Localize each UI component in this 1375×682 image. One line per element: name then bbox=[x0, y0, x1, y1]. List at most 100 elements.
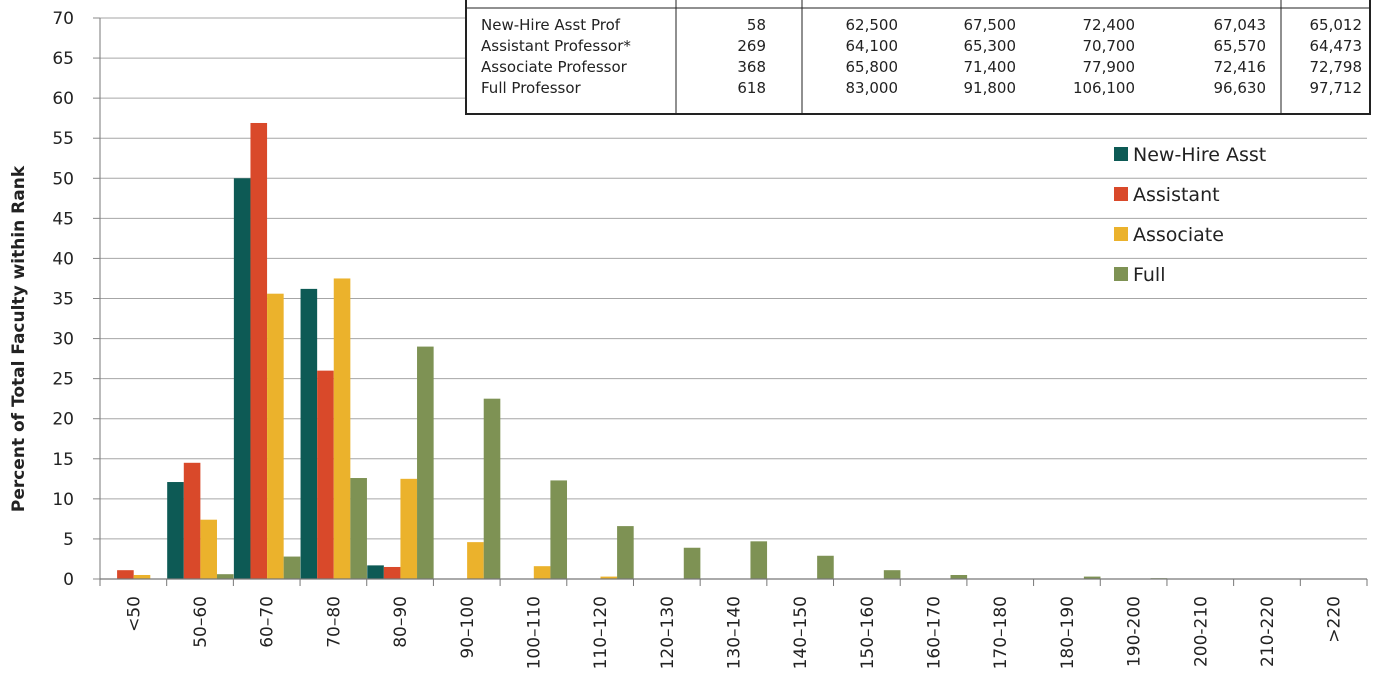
table-cell: 96,630 bbox=[1214, 79, 1267, 97]
bar-full-2 bbox=[283, 556, 301, 579]
x-tick-label: 200-210 bbox=[1191, 596, 1211, 667]
x-tick-label: 190-200 bbox=[1125, 596, 1145, 667]
y-tick-label: 10 bbox=[52, 490, 74, 510]
y-tick-label: 65 bbox=[52, 49, 74, 69]
legend-swatch bbox=[1114, 227, 1128, 241]
bar-full-10 bbox=[817, 555, 834, 579]
x-tick-label: 110–120 bbox=[591, 596, 611, 669]
legend-swatch bbox=[1114, 147, 1128, 161]
bar-full-9 bbox=[750, 541, 768, 579]
bar-assistant-1 bbox=[183, 462, 201, 579]
bar-new-hire-asst-4 bbox=[367, 565, 384, 579]
table-row-label: Associate Professor bbox=[481, 58, 628, 76]
x-tick-label: 170–180 bbox=[991, 596, 1011, 669]
legend-label: Assistant bbox=[1133, 184, 1220, 206]
table-cell: 72,798 bbox=[1310, 58, 1363, 76]
table-cell: 71,400 bbox=[964, 58, 1017, 76]
table-cell: 70,700 bbox=[1083, 37, 1136, 55]
table-row-label: New-Hire Asst Prof bbox=[481, 16, 621, 34]
bar-full-1 bbox=[216, 574, 234, 579]
y-axis-label: Percent of Total Faculty within Rank bbox=[9, 165, 29, 512]
y-tick-label: 45 bbox=[52, 209, 74, 229]
y-tick-label: 40 bbox=[52, 249, 74, 269]
y-tick-label: 25 bbox=[52, 370, 74, 390]
bar-full-5 bbox=[483, 398, 501, 579]
table-cell: 72,400 bbox=[1083, 16, 1136, 34]
x-tick-label: 80–90 bbox=[391, 596, 411, 648]
bar-associate-5 bbox=[467, 542, 484, 579]
legend: New-Hire Asst Assistant Associate Full bbox=[1114, 144, 1266, 286]
y-tick-label: 70 bbox=[52, 9, 74, 29]
table-cell: 97,712 bbox=[1310, 79, 1363, 97]
x-tick-label: 120–130 bbox=[658, 596, 678, 669]
table-cell: 72,416 bbox=[1214, 58, 1267, 76]
bar-associate-3 bbox=[333, 278, 351, 579]
y-tick-label: 20 bbox=[52, 410, 74, 430]
bar-associate-1 bbox=[200, 519, 217, 579]
bar-assistant-4 bbox=[383, 566, 401, 579]
y-tick-label: 30 bbox=[52, 330, 74, 350]
y-tick-label: 60 bbox=[52, 89, 74, 109]
x-tick-label: 150–160 bbox=[858, 596, 878, 669]
bar-full-11 bbox=[883, 570, 901, 579]
bar-associate-7 bbox=[600, 576, 618, 579]
table-cell: 64,473 bbox=[1310, 37, 1363, 55]
bar-full-4 bbox=[417, 346, 434, 579]
x-tick-label: 210-220 bbox=[1258, 596, 1278, 667]
bar-full-8 bbox=[683, 547, 701, 579]
table-cell: 65,570 bbox=[1214, 37, 1267, 55]
table-cell: 67,500 bbox=[964, 16, 1017, 34]
x-tick-label: 70–80 bbox=[324, 596, 344, 648]
x-tick-label: 90–100 bbox=[458, 596, 478, 659]
y-tick-label: 55 bbox=[52, 129, 74, 149]
bar-full-12 bbox=[950, 574, 968, 579]
legend-label: New-Hire Asst bbox=[1133, 144, 1266, 166]
x-tick-labels: <50 50–60 60–70 70–80 80–90 90–100 100–110 110–… bbox=[124, 596, 1344, 669]
bar-full-6 bbox=[550, 480, 568, 579]
table-cell: 618 bbox=[737, 79, 766, 97]
bar-full-3 bbox=[350, 478, 367, 579]
table-cell: 65,012 bbox=[1310, 16, 1363, 34]
table-row-label: Full Professor bbox=[481, 79, 582, 97]
bar-new-hire-asst-3 bbox=[300, 288, 318, 579]
legend-label: Full bbox=[1133, 264, 1166, 286]
x-tick-label: 60–70 bbox=[258, 596, 278, 648]
table-cell: 77,900 bbox=[1083, 58, 1136, 76]
x-tick-label: 180–190 bbox=[1058, 596, 1078, 669]
table-cell: 67,043 bbox=[1214, 16, 1267, 34]
legend-swatch bbox=[1114, 187, 1128, 201]
legend-swatch bbox=[1114, 267, 1128, 281]
x-tick-label: 140–150 bbox=[791, 596, 811, 669]
summary-table: New-Hire Asst Prof 58 62,500 67,500 72,400 67… bbox=[465, 0, 1371, 115]
table-cell: 62,500 bbox=[846, 16, 899, 34]
table-cell: 368 bbox=[737, 58, 766, 76]
table-cell: 65,300 bbox=[964, 37, 1017, 55]
x-tick-label: 100–110 bbox=[524, 596, 544, 669]
y-tick-labels: 0 5 10 15 20 25 30 35 40 45 50 55 60 65 70 bbox=[52, 9, 100, 590]
y-tick-label: 0 bbox=[63, 570, 74, 590]
table-row-label: Assistant Professor* bbox=[481, 37, 631, 55]
x-tick-label: >220 bbox=[1325, 596, 1345, 643]
table-cell: 64,100 bbox=[846, 37, 899, 55]
table-cell: 83,000 bbox=[846, 79, 899, 97]
table-cell: 91,800 bbox=[964, 79, 1017, 97]
x-tick-label: <50 bbox=[124, 596, 144, 632]
x-tick-label: 160–170 bbox=[925, 596, 945, 669]
bar-new-hire-asst-1 bbox=[167, 482, 184, 579]
legend-label: Associate bbox=[1133, 224, 1224, 246]
table-cell: 65,800 bbox=[846, 58, 899, 76]
bar-new-hire-asst-2 bbox=[233, 178, 251, 580]
y-tick-label: 15 bbox=[52, 450, 74, 470]
bar-associate-6 bbox=[533, 566, 551, 579]
bar-assistant-0 bbox=[117, 570, 134, 579]
bar-full-14 bbox=[1083, 576, 1101, 579]
y-tick-label: 5 bbox=[63, 530, 74, 550]
bars bbox=[117, 122, 1168, 580]
table-cell: 269 bbox=[737, 37, 766, 55]
bar-full-7 bbox=[617, 526, 634, 579]
bar-associate-2 bbox=[267, 293, 284, 579]
table-cell: 58 bbox=[747, 16, 766, 34]
bar-assistant-2 bbox=[250, 122, 268, 579]
y-tick-label: 35 bbox=[52, 290, 74, 310]
